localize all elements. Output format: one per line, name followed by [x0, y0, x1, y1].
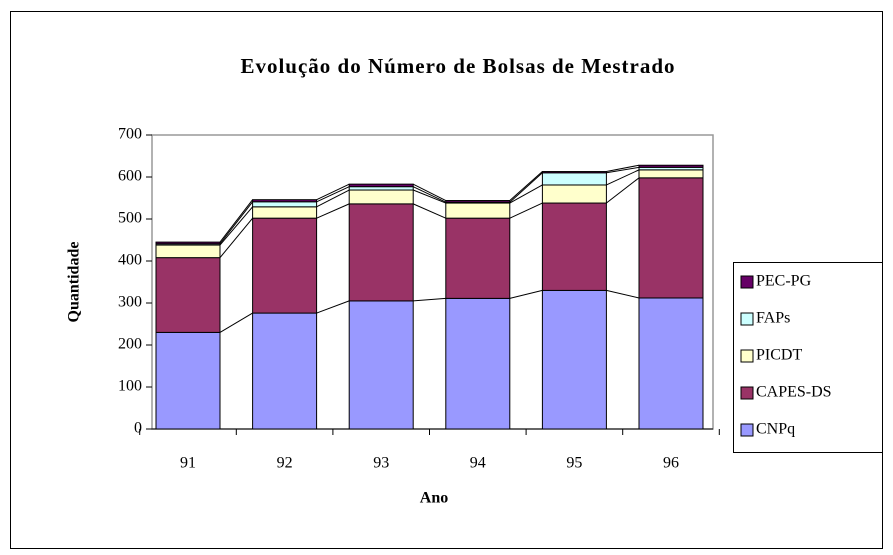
- y-tick-label: 600: [118, 168, 142, 185]
- x-tick-label: 96: [663, 455, 679, 472]
- series-line: [316, 300, 350, 314]
- series-line: [509, 184, 543, 204]
- bar-segment: [541, 202, 607, 291]
- bar-segment: [155, 257, 221, 333]
- y-tick-label: 500: [118, 210, 142, 227]
- bar-segment: [541, 172, 607, 186]
- series-line: [606, 169, 640, 186]
- bar-segment: [638, 177, 704, 299]
- y-tick-label: 0: [134, 420, 142, 437]
- bar-segment: [348, 203, 414, 302]
- bar-segment: [155, 241, 221, 245]
- series-line: [413, 297, 446, 302]
- bar-segment: [252, 217, 318, 314]
- bar-segment: [445, 297, 511, 430]
- bar-segment: [638, 297, 704, 430]
- series-line: [219, 217, 253, 258]
- series-line: [606, 164, 640, 173]
- series-line: [412, 203, 447, 219]
- series-line: [509, 171, 543, 201]
- bar-segment: [348, 183, 414, 188]
- bar-segment: [155, 331, 221, 430]
- chart-title: Evolução do Número de Bolsas de Mestrado: [240, 54, 675, 78]
- bar-segment: [638, 164, 704, 168]
- bar-segment: [155, 244, 221, 259]
- series-line: [412, 186, 447, 203]
- bar-segment: [348, 189, 414, 205]
- bar-segment: [445, 200, 511, 203]
- y-tick-label: 400: [118, 252, 142, 269]
- series-line: [219, 312, 253, 333]
- y-tick-label: 200: [118, 336, 142, 353]
- x-tick-label: 92: [277, 455, 293, 472]
- series-line: [509, 202, 543, 219]
- y-tick-label: 100: [118, 378, 142, 395]
- legend-swatch: [740, 349, 754, 363]
- y-axis-label: Quantidade: [66, 242, 83, 323]
- bar-segment: [252, 206, 318, 219]
- bar-segment: [445, 217, 511, 299]
- series-line: [316, 183, 350, 201]
- legend-box: [733, 262, 883, 453]
- bar-segment: [348, 300, 414, 430]
- series-line: [219, 201, 253, 245]
- legend-label: FAPs: [756, 310, 790, 327]
- series-line: [606, 177, 640, 204]
- bar-segment: [348, 186, 414, 191]
- series-line: [219, 206, 253, 246]
- legend-swatch: [740, 312, 754, 326]
- x-tick-label: 93: [373, 455, 389, 472]
- bar-segment: [541, 289, 607, 430]
- bar-segment: [252, 312, 318, 430]
- bar-segment: [541, 184, 607, 204]
- y-tick-label: 700: [118, 126, 142, 143]
- legend-swatch: [740, 275, 754, 289]
- x-tick-label: 94: [470, 455, 486, 472]
- legend-swatch: [740, 423, 754, 437]
- bar-segment: [252, 199, 318, 203]
- x-tick-label: 95: [566, 455, 582, 472]
- y-tick-label: 300: [118, 294, 142, 311]
- series-line: [412, 183, 447, 201]
- x-tick-label: 91: [180, 455, 196, 472]
- legend-label: CNPq: [756, 421, 795, 438]
- bar-segment: [541, 171, 607, 174]
- legend-label: CAPES-DS: [756, 384, 832, 401]
- series-line: [219, 199, 253, 243]
- x-axis-label: Ano: [420, 490, 448, 507]
- legend-swatch: [740, 386, 754, 400]
- series-line: [316, 186, 350, 203]
- legend-label: PICDT: [756, 347, 802, 364]
- series-line: [316, 189, 350, 208]
- series-line: [606, 289, 640, 299]
- legend-label: PEC-PG: [756, 273, 812, 290]
- bar-segment: [445, 202, 511, 219]
- series-line: [509, 172, 543, 203]
- bar-segment: [638, 169, 704, 179]
- series-line: [509, 289, 543, 299]
- bar-segment: [252, 201, 318, 208]
- series-line: [606, 166, 640, 174]
- series-line: [316, 203, 350, 219]
- series-line: [413, 189, 446, 204]
